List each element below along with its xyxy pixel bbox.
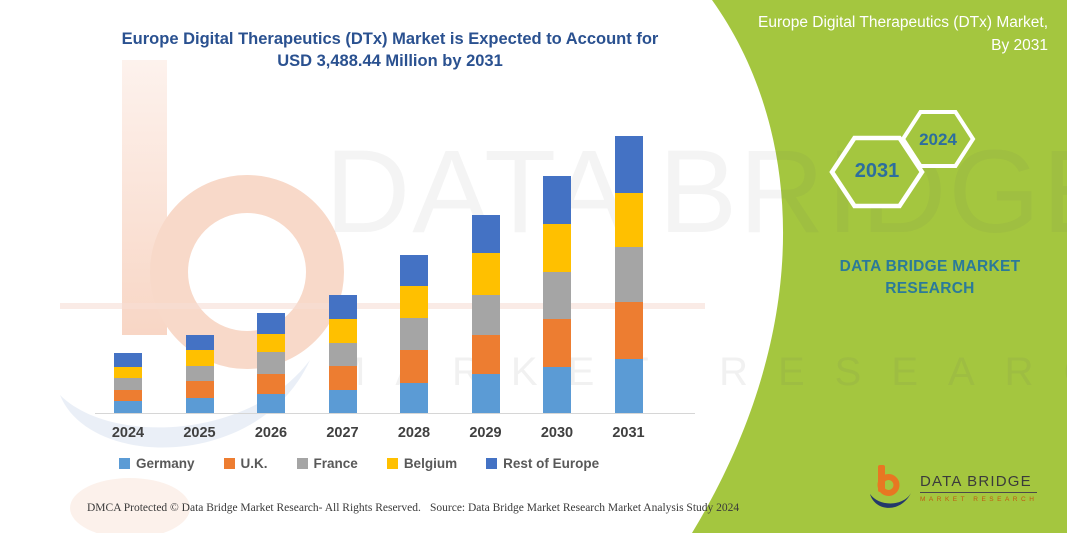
legend-swatch [223, 458, 235, 469]
dmca-notice: DMCA Protected © Data Bridge Market Rese… [87, 502, 421, 514]
x-axis-line [95, 413, 695, 414]
bar-segment-2025-france [185, 366, 214, 382]
legend-item-germany: Germany [119, 456, 195, 471]
bar-segment-2029-germany [471, 373, 500, 413]
bar-segment-2029-u-k- [471, 335, 500, 374]
year-hexagons-graphic [829, 110, 976, 209]
bar-segment-2024-france [114, 378, 142, 390]
bar-segment-2031-france [614, 246, 643, 302]
bar-segment-2031-germany [614, 358, 643, 413]
bar-segment-2024-germany [114, 401, 142, 413]
hexagon-2031 [829, 135, 925, 209]
bar-segment-2027-germany [328, 389, 357, 413]
bar-segment-2026-france [257, 352, 285, 375]
bar-segment-2026-germany [257, 394, 285, 413]
stacked-bar-2024 [114, 353, 142, 413]
x-tick-label-2028: 2028 [397, 425, 431, 441]
stacked-bar-2026 [257, 313, 285, 413]
bar-segment-2025-germany [185, 398, 214, 413]
legend: Germany U.K. France Belgium Rest of Europe [119, 456, 599, 471]
x-tick-label-2030: 2030 [540, 425, 574, 441]
legend-label: Rest of Europe [503, 456, 600, 471]
bar-segment-2025-u-k- [185, 381, 214, 398]
legend-swatch [486, 458, 498, 469]
hexagon-2031-label: 2031 [854, 160, 900, 182]
bar-segment-2028-u-k- [400, 350, 428, 383]
legend-item-u-k-: U.K. [223, 456, 268, 471]
watermark-pink-band [60, 303, 705, 309]
logo-tagline-text: MARKET RESEARCH [920, 496, 1038, 503]
logo-name-text: DATA BRIDGE [920, 473, 1038, 493]
hexagon-2024-label: 2024 [919, 130, 957, 149]
bar-segment-2028-belgium [400, 286, 428, 318]
x-tick-label-2031: 2031 [612, 425, 645, 441]
bar-segment-2026-rest-of-europe [257, 313, 285, 335]
bar-segment-2026-belgium [257, 334, 285, 353]
bar-segment-2030-france [543, 272, 571, 319]
bar-segment-2031-belgium [614, 192, 643, 247]
bar-segment-2030-germany [543, 367, 571, 413]
x-tick-label-2029: 2029 [469, 425, 502, 441]
legend-item-france: France [296, 456, 358, 471]
stacked-bar-2027 [328, 294, 357, 413]
bar-segment-2028-germany [400, 383, 428, 413]
watermark-logo-swoosh [60, 360, 310, 448]
bar-segment-2030-u-k- [543, 318, 571, 368]
source-note: Source: Data Bridge Market Research Mark… [430, 502, 740, 514]
legend-label: Germany [136, 456, 195, 471]
stacked-bar-2025 [185, 334, 214, 413]
bar-segment-2027-belgium [328, 319, 357, 343]
legend-label: Belgium [403, 456, 458, 471]
bar-segment-2029-belgium [471, 253, 500, 296]
bar-segment-2027-france [328, 342, 357, 366]
bar-segment-2025-belgium [185, 349, 214, 367]
bar-segment-2024-rest-of-europe [114, 353, 142, 367]
x-tick-label-2027: 2027 [326, 425, 359, 441]
bar-segment-2029-france [471, 295, 500, 336]
company-logo-icon [870, 465, 912, 508]
legend-swatch [296, 458, 308, 469]
plot-area [95, 120, 695, 413]
stacked-bar-2028 [400, 255, 428, 413]
legend-item-rest-of-europe: Rest of Europe [486, 456, 599, 471]
x-tick-label-2026: 2026 [254, 425, 288, 441]
stacked-bar-2030 [543, 176, 571, 413]
bar-segment-2028-rest-of-europe [400, 255, 428, 287]
legend-label: U.K. [240, 456, 268, 471]
bar-segment-2029-rest-of-europe [471, 215, 500, 254]
side-panel-title: Europe Digital Therapeutics (DTx) Market… [758, 14, 1049, 55]
stacked-bar-2029 [471, 215, 500, 413]
side-panel-brand-text: DATA BRIDGE MARKET RESEARCH [839, 258, 1021, 297]
legend-item-belgium: Belgium [386, 456, 458, 471]
bar-segment-2024-u-k- [114, 389, 142, 402]
bar-segment-2024-belgium [114, 366, 142, 379]
bar-segment-2025-rest-of-europe [185, 334, 214, 350]
company-logo: DATA BRIDGE MARKET RESEARCH [868, 460, 1038, 516]
bar-segment-2027-rest-of-europe [328, 294, 357, 320]
chart-title: Europe Digital Therapeutics (DTx) Market… [121, 30, 659, 71]
bar-segment-2026-u-k- [257, 374, 285, 395]
bar-segment-2031-rest-of-europe [614, 136, 643, 193]
bar-segment-2030-belgium [543, 223, 571, 272]
hexagon-2024 [900, 110, 976, 168]
x-tick-label-2024: 2024 [111, 425, 145, 441]
x-tick-label-2025: 2025 [183, 425, 216, 441]
legend-label: France [313, 456, 358, 471]
bar-segment-2028-france [400, 317, 428, 351]
watermark-corner-smudge [70, 478, 190, 533]
bar-segment-2030-rest-of-europe [543, 176, 571, 224]
bar-segment-2031-u-k- [614, 302, 643, 359]
bar-segment-2027-u-k- [328, 365, 357, 390]
legend-swatch [119, 458, 130, 469]
watermark-tagline-text: MARKET RESEARCH [332, 350, 1067, 394]
stacked-bar-2031 [614, 136, 643, 413]
legend-swatch [386, 458, 398, 469]
